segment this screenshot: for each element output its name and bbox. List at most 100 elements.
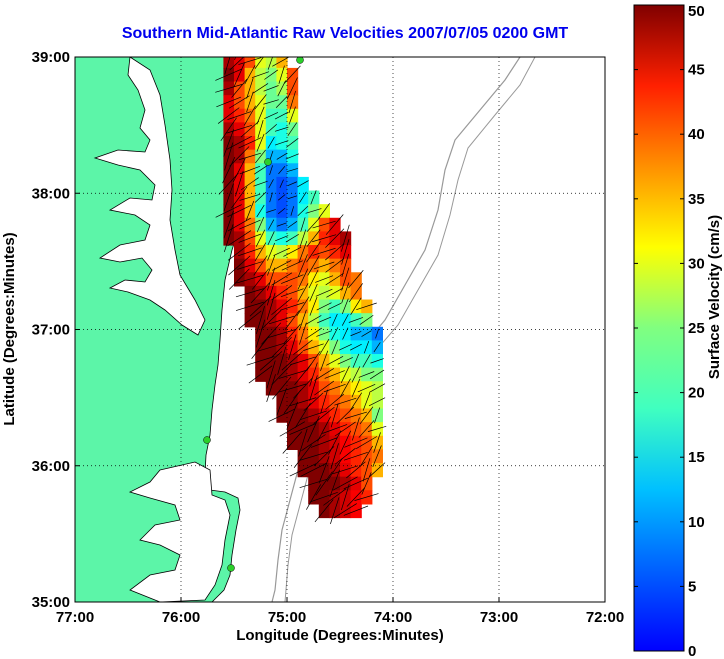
velocity-vector — [224, 57, 231, 75]
velocity-cell — [297, 285, 309, 301]
velocity-cell — [318, 381, 330, 396]
velocity-cell — [255, 57, 267, 69]
velocity-cell — [255, 41, 266, 55]
velocity-cell — [371, 435, 383, 450]
velocity-cell — [255, 354, 267, 369]
velocity-vector — [289, 423, 317, 435]
velocity-vector — [331, 327, 339, 340]
velocity-vector — [337, 357, 353, 365]
velocity-vector — [266, 279, 276, 306]
velocity-cell — [308, 367, 320, 382]
velocity-vector — [259, 351, 283, 371]
velocity-cell — [318, 231, 330, 246]
velocity-vector — [268, 408, 295, 422]
velocity-cell — [287, 408, 299, 423]
velocity-vector — [267, 57, 273, 70]
velocity-cell — [234, 217, 246, 232]
velocity-cell — [223, 136, 235, 151]
velocity-cell — [297, 231, 309, 246]
velocity-cell — [234, 231, 246, 246]
velocity-vector — [367, 425, 387, 432]
velocity-vector — [266, 374, 276, 403]
velocity-vector — [348, 283, 363, 303]
velocity-cell — [287, 122, 299, 137]
velocity-vector — [318, 203, 330, 219]
velocity-cell — [234, 272, 246, 287]
velocity-vector — [257, 119, 264, 139]
velocity-cell — [255, 163, 267, 178]
velocity-cell — [329, 449, 341, 464]
velocity-cell — [244, 204, 256, 219]
velocity-vector — [369, 369, 385, 380]
velocity-cell — [371, 408, 383, 423]
velocity-vector — [278, 383, 307, 393]
velocity-vector — [325, 258, 345, 273]
velocity-cell — [340, 354, 352, 369]
velocity-vector — [309, 362, 318, 387]
velocity-cell — [276, 136, 288, 151]
velocity-cell — [318, 476, 330, 491]
velocity-cell — [244, 67, 256, 83]
velocity-vector — [281, 274, 304, 284]
velocity-cell — [276, 394, 288, 410]
velocity-cell — [350, 490, 362, 505]
velocity-vector — [287, 195, 298, 200]
velocity-cell — [308, 449, 320, 464]
velocity-cell — [297, 367, 309, 382]
velocity-cell — [223, 217, 235, 232]
velocity-vector — [255, 149, 266, 164]
velocity-vector — [275, 95, 288, 108]
velocity-vector — [256, 133, 265, 152]
plot-area — [75, 41, 605, 602]
velocity-cell — [244, 149, 256, 164]
velocity-vector — [348, 270, 364, 289]
velocity-vector — [277, 207, 286, 215]
velocity-cell — [308, 299, 320, 314]
velocity-vector — [354, 493, 379, 501]
velocity-vector — [231, 186, 248, 209]
velocity-cell — [265, 176, 277, 192]
velocity-vector — [256, 305, 265, 334]
velocity-cell — [276, 313, 288, 328]
velocity-cell — [340, 422, 352, 437]
velocity-cell — [361, 490, 373, 505]
velocity-cell — [276, 258, 288, 273]
velocity-vector — [271, 337, 292, 358]
velocity-cell — [340, 326, 352, 341]
velocity-vector — [306, 229, 321, 247]
velocity-cell — [265, 272, 277, 287]
velocity-cell — [255, 190, 267, 205]
velocity-vector — [260, 310, 282, 330]
velocity-vector — [370, 358, 384, 364]
velocity-vector — [237, 247, 262, 257]
velocity-cell — [297, 463, 309, 478]
velocity-cell — [287, 81, 299, 96]
velocity-cell — [276, 57, 288, 69]
velocity-cell — [223, 163, 235, 178]
velocity-cell — [223, 57, 235, 69]
velocity-cell — [329, 394, 341, 410]
velocity-vector — [346, 487, 366, 507]
velocity-cell — [350, 463, 362, 478]
velocity-vector — [297, 205, 309, 217]
velocity-cell — [318, 394, 330, 410]
velocity-vector — [350, 331, 362, 337]
velocity-vector — [232, 158, 246, 183]
velocity-cell — [234, 163, 246, 178]
velocity-vector — [288, 106, 296, 125]
velocity-cell — [329, 245, 341, 260]
velocity-cell — [265, 122, 277, 137]
velocity-cell — [255, 258, 267, 273]
velocity-vector — [238, 137, 262, 149]
velocity-cell — [361, 326, 373, 341]
velocity-vector — [272, 57, 290, 67]
velocity-cell — [245, 41, 256, 55]
velocity-cell — [265, 354, 277, 369]
velocity-cell — [340, 258, 352, 273]
grid-lines — [75, 57, 605, 602]
velocity-cell — [255, 122, 267, 137]
velocity-cell — [371, 463, 383, 478]
velocity-vector — [309, 375, 318, 401]
velocity-vector — [240, 120, 260, 138]
velocity-vector — [316, 302, 332, 311]
